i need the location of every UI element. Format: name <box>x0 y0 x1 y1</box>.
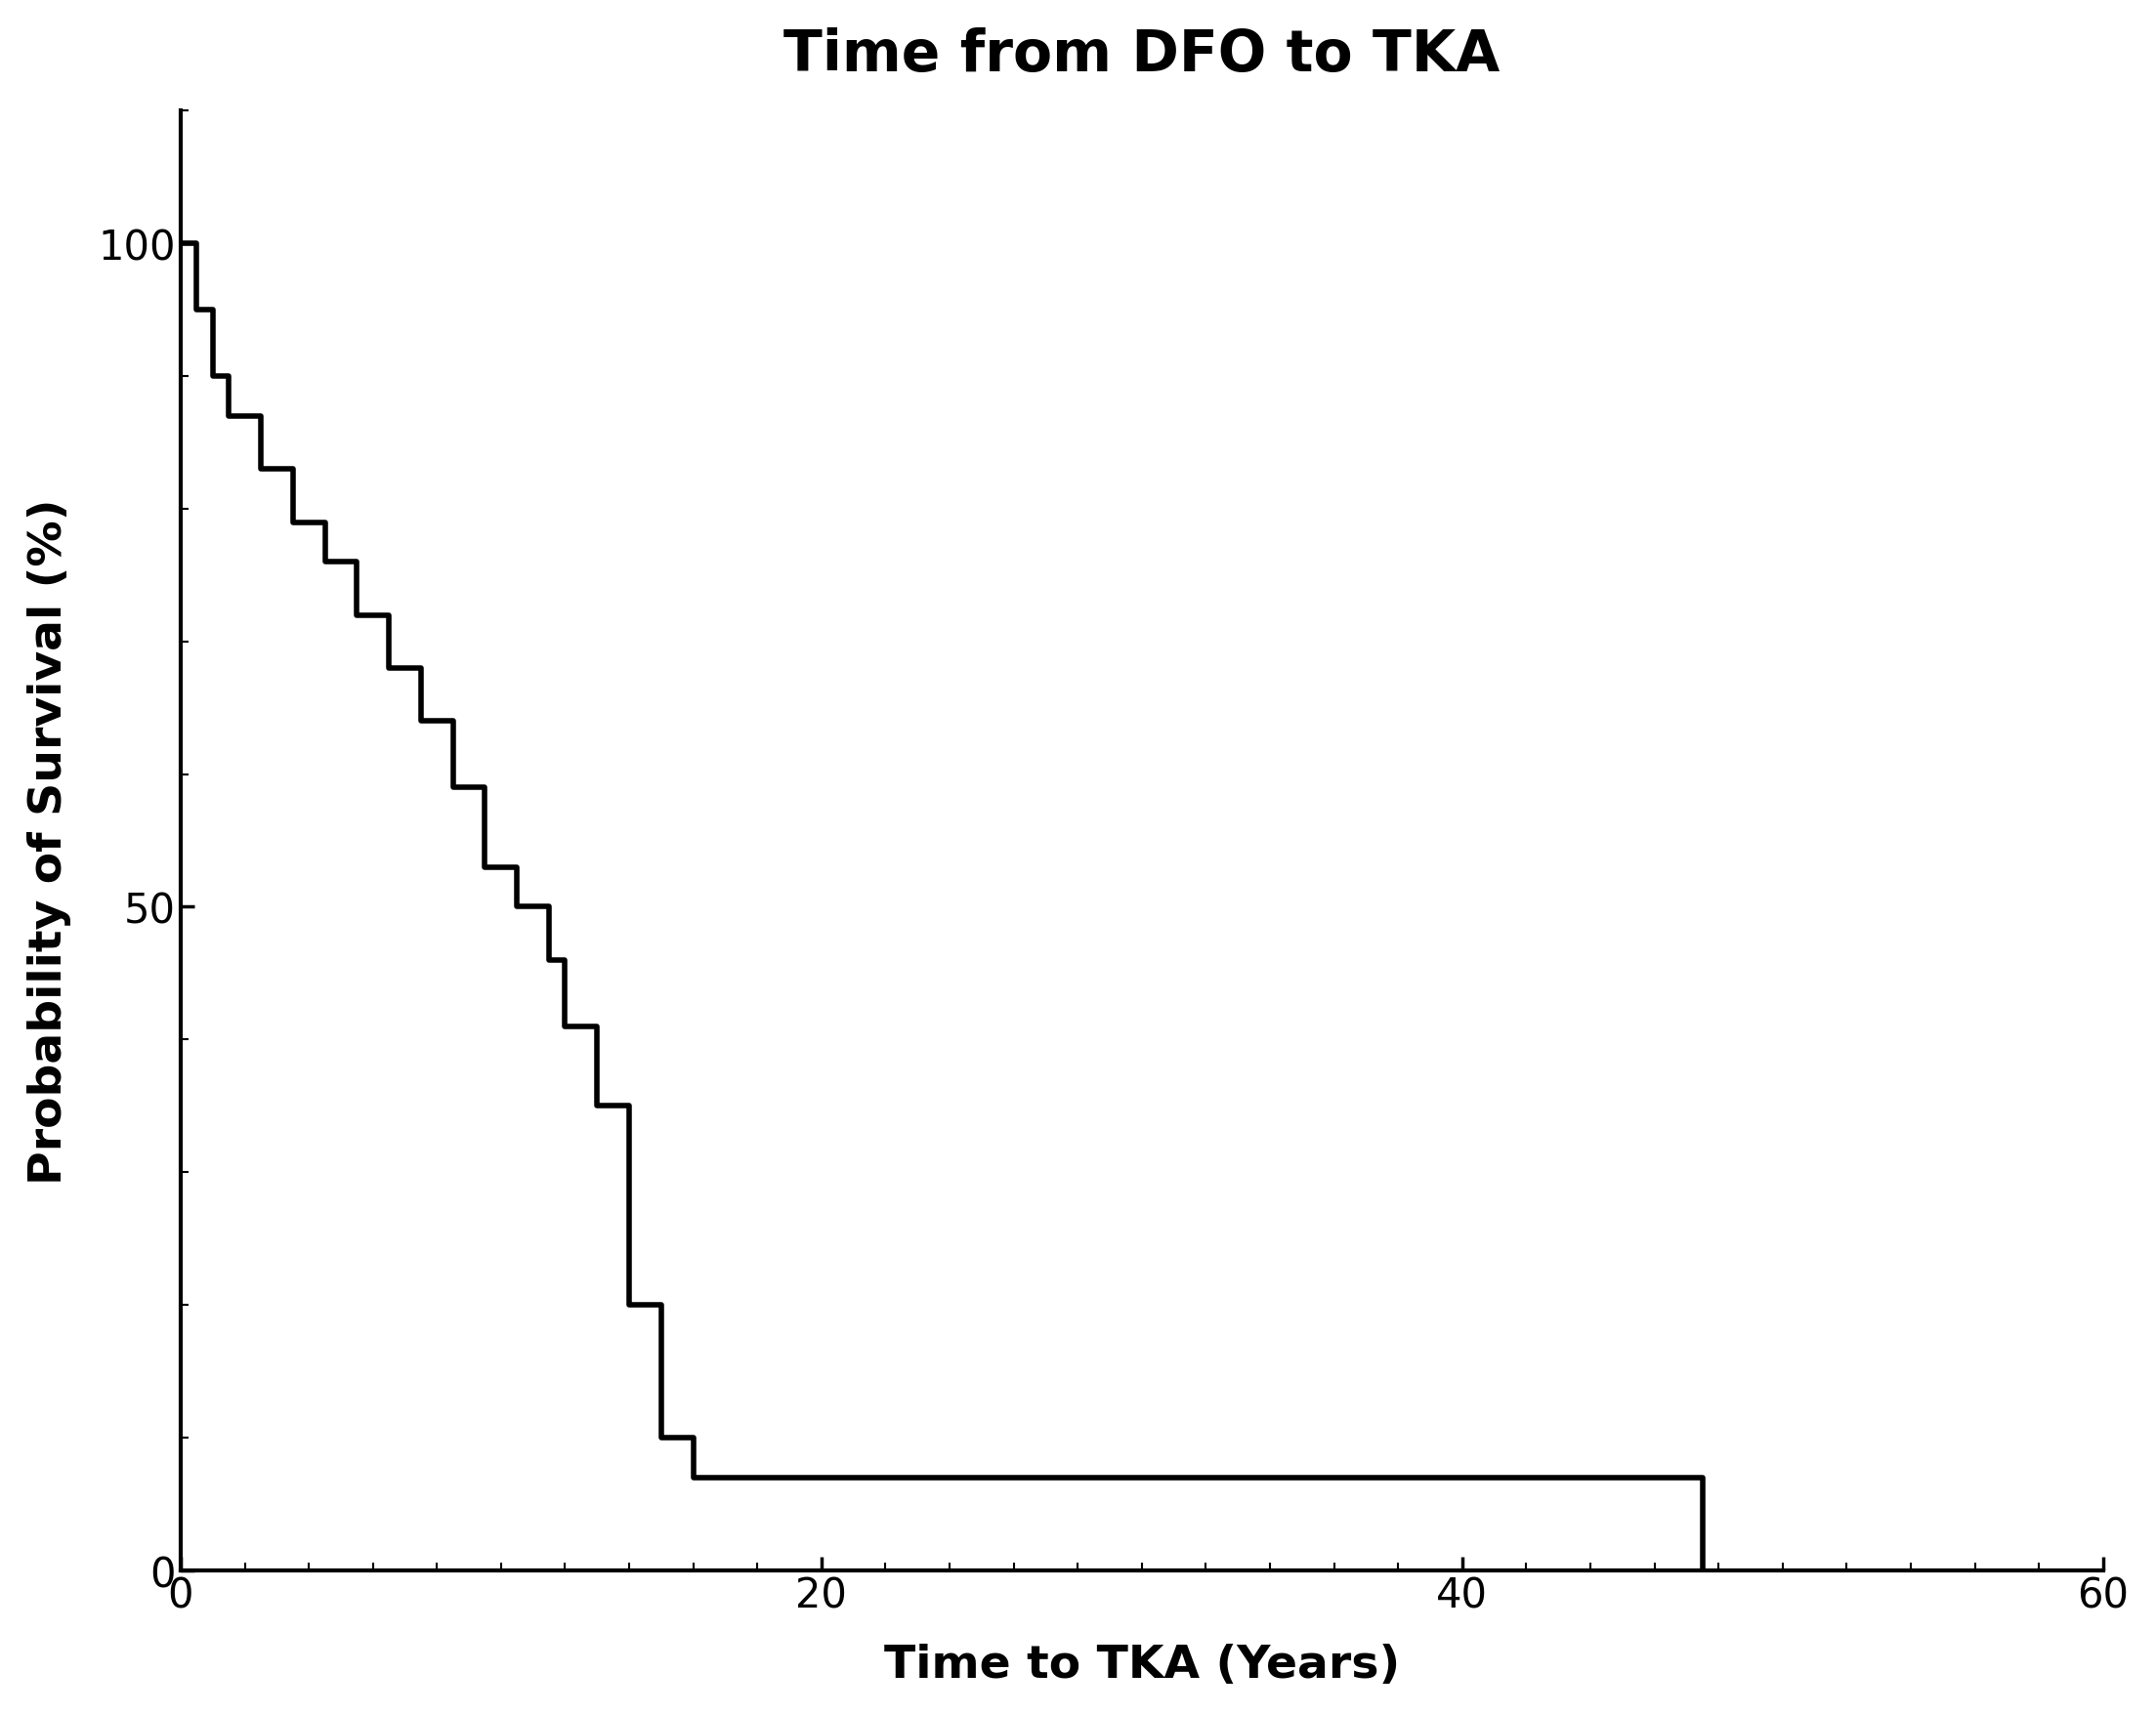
Title: Time from DFO to TKA: Time from DFO to TKA <box>783 27 1501 82</box>
Y-axis label: Probability of Survival (%): Probability of Survival (%) <box>28 499 71 1184</box>
X-axis label: Time to TKA (Years): Time to TKA (Years) <box>884 1644 1399 1687</box>
